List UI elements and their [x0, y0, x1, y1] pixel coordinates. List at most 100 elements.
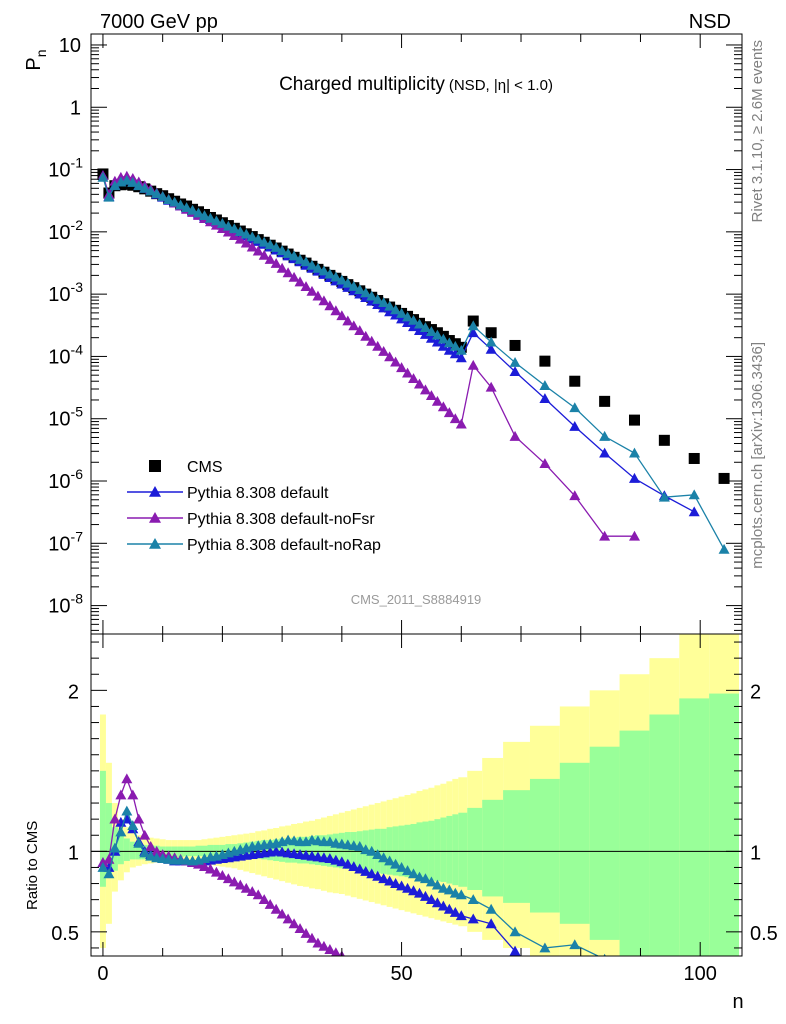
noRap-main-point: [264, 239, 276, 250]
noRap-main-point: [408, 314, 420, 325]
noRap-main-point: [151, 188, 163, 199]
noRap-main-point: [312, 262, 324, 273]
default-main-point: [443, 344, 455, 355]
noFsr-main-point: [425, 390, 437, 401]
noRap-ratio-point: [139, 847, 151, 858]
green-band-bin: [422, 821, 429, 880]
default-main-point: [485, 343, 497, 354]
noRap-ratio-point: [419, 873, 431, 884]
main-y-tick-label: 10-5: [48, 404, 83, 431]
noRap-main-point: [419, 322, 431, 333]
noFsr-main-point: [264, 253, 276, 264]
legend-cms-marker: [149, 460, 161, 472]
default-ratio-point: [384, 875, 396, 886]
default-ratio-point: [360, 865, 372, 876]
green-band-bin: [619, 730, 650, 956]
noRap-main-point: [396, 307, 408, 318]
noFsr-main-point: [455, 418, 467, 429]
default-ratio-point: [509, 945, 521, 956]
legend-marker: [149, 512, 161, 523]
mcplots-label: mcplots.cern.ch [arXiv:1306.3436]: [749, 342, 766, 569]
noRap-ratio-point: [354, 841, 366, 851]
noRap-ratio-point: [431, 879, 443, 890]
noFsr-main-point: [599, 530, 611, 541]
noFsr-main-point: [270, 258, 282, 268]
cms-data-point: [569, 375, 581, 387]
green-band-bin: [649, 714, 680, 956]
beam-label: 7000 GeV pp: [100, 11, 218, 33]
noRap-main-point: [354, 284, 366, 295]
default-main-point: [455, 352, 467, 363]
noRap-main-point: [431, 329, 443, 340]
noRap-main-point: [372, 294, 384, 304]
noFsr-main-point: [378, 345, 390, 356]
noFsr-ratio-point: [312, 937, 324, 948]
noRap-ratio-point: [115, 826, 127, 837]
noRap-main-point: [157, 190, 169, 201]
noRap-main-point: [569, 402, 581, 413]
noRap-main-point: [282, 247, 294, 258]
noFsr-main-point: [509, 430, 521, 441]
legend-marker: [149, 538, 161, 549]
noFsr-main-point: [300, 281, 312, 292]
noFsr-main-point: [360, 330, 372, 341]
default-ratio-point: [396, 880, 408, 891]
noRap-main-point: [258, 236, 270, 247]
default-main-point: [449, 348, 461, 359]
noFsr-main-point: [431, 395, 443, 406]
noRap-ratio-point: [425, 876, 437, 887]
noRap-ratio-point: [455, 889, 467, 900]
noRap-main-point: [539, 380, 551, 391]
noFsr-ratio-point: [216, 870, 228, 880]
noRap-main-point: [599, 430, 611, 441]
noFsr-ratio-point: [228, 876, 240, 887]
default-ratio-point: [419, 890, 431, 901]
noRap-main-point: [163, 194, 175, 204]
noFsr-main-point: [402, 367, 414, 378]
noRap-main-point: [467, 320, 479, 331]
noRap-main-point: [330, 271, 342, 282]
green-band-bin: [344, 832, 351, 870]
noFsr-main-point: [222, 226, 234, 237]
green-band-bin: [123, 838, 130, 862]
noRap-main-point: [658, 491, 670, 502]
noRap-ratio-point: [402, 865, 414, 876]
green-band-bin: [503, 790, 530, 903]
noRap-ratio-point: [390, 858, 402, 869]
noRap-main-point: [133, 180, 145, 191]
noFsr-main-point: [330, 305, 342, 316]
main-ylabel: Pn: [23, 49, 49, 70]
noRap-main-point: [210, 215, 222, 226]
default-main-point: [467, 327, 479, 338]
noFsr-ratio-point: [145, 841, 157, 851]
noFsr-ratio-point: [139, 829, 151, 840]
ratio-y-tick-label-left: 1: [68, 842, 79, 864]
noRap-main-point: [413, 318, 425, 329]
noRap-main-point: [270, 242, 282, 252]
legend: CMS Pythia 8.308 default Pythia 8.308 defa…: [127, 459, 381, 554]
green-band-bin: [207, 844, 214, 856]
default-ratio-point: [342, 858, 354, 869]
noRap-ratio-point: [121, 805, 133, 816]
default-ratio-point: [372, 870, 384, 881]
noFsr-ratio-point: [115, 789, 127, 800]
noFsr-main-point: [413, 378, 425, 389]
noRap-main-point: [425, 326, 437, 337]
default-main-point: [408, 321, 420, 332]
default-main-point: [425, 332, 437, 343]
noFsr-main-point: [234, 233, 246, 244]
noRap-main-point: [336, 274, 348, 285]
noRap-ratio-point: [109, 842, 121, 853]
ratio-y-tick-label-right: 0.5: [750, 923, 778, 945]
noRap-ratio-point: [443, 884, 455, 895]
ratio-y-tick-label-left: 2: [68, 681, 79, 703]
noRap-main-point: [187, 204, 199, 215]
noRap-main-point: [252, 233, 264, 244]
green-band-bin: [529, 778, 560, 913]
noRap-main-point: [306, 259, 318, 270]
green-band-bin: [482, 799, 504, 897]
noFsr-ratio-point: [324, 944, 336, 954]
ratio-ylabel: Ratio to CMS: [24, 821, 41, 910]
noFsr-main-point: [384, 351, 396, 362]
